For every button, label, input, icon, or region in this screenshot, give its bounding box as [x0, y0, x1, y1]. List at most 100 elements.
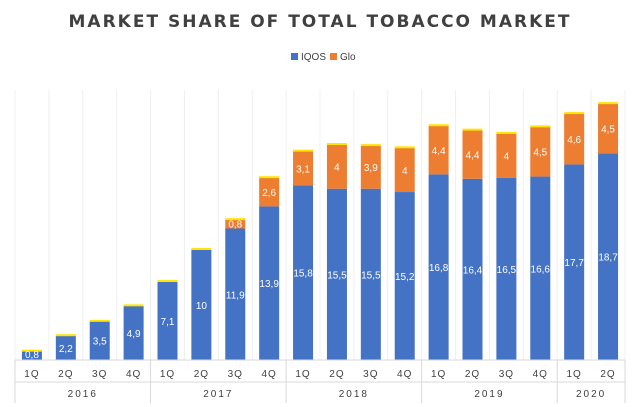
data-label-iqos: 10 [196, 301, 208, 312]
legend-label-glo: Glo [340, 52, 356, 63]
data-label-glo: 3,1 [296, 164, 310, 175]
bar-top-highlight [225, 218, 246, 221]
bar-top-highlight [157, 280, 178, 283]
x-tick-label: 2Q [465, 369, 480, 380]
bar-top-highlight [123, 304, 144, 307]
data-label-glo: 4,4 [466, 150, 480, 161]
x-tick-label: 1Q [566, 369, 581, 380]
bar-glo [496, 133, 517, 178]
bar-iqos [394, 192, 415, 360]
x-tick-label: 3Q [228, 369, 243, 380]
bar-glo [530, 126, 551, 177]
data-label-iqos: 13,9 [259, 279, 279, 290]
bar-iqos [564, 164, 585, 360]
bar-glo [259, 177, 280, 207]
data-label-glo: 3,9 [364, 163, 378, 174]
bar-top-highlight [293, 149, 314, 152]
data-label-iqos: 16,4 [463, 265, 483, 276]
x-tick-label: 1Q [24, 369, 39, 380]
x-tick-label: 2Q [600, 369, 615, 380]
bar-glo [326, 144, 347, 189]
x-year-label: 2017 [203, 389, 233, 400]
x-tick-label: 1Q [431, 369, 446, 380]
data-label-iqos: 17,7 [564, 258, 584, 269]
legend: IQOS Glo [291, 52, 356, 63]
x-tick-label: 2Q [194, 369, 209, 380]
bar-top-highlight [21, 349, 42, 352]
x-tick-label: 1Q [295, 369, 310, 380]
bar-iqos [293, 185, 314, 360]
data-label-glo: 2,6 [262, 188, 276, 199]
x-year-label: 2016 [68, 389, 98, 400]
legend-label-iqos: IQOS [301, 52, 326, 63]
bar-glo [564, 113, 585, 165]
bar-top-highlight [191, 248, 212, 250]
bar-iqos [496, 177, 517, 360]
x-tick-label: 4Q [533, 369, 548, 380]
bar-top-highlight [598, 102, 619, 105]
data-label-glo: 4 [334, 163, 340, 174]
bar-iqos [462, 178, 483, 360]
legend-swatch-iqos [291, 53, 298, 60]
x-tick-label: 2Q [58, 369, 73, 380]
bar-iqos [21, 351, 42, 360]
bar-top-highlight [55, 334, 76, 337]
bar-top-highlight [259, 176, 280, 179]
bar-top-highlight [89, 319, 110, 322]
bar-iqos [530, 176, 551, 360]
bar-iqos [360, 188, 381, 360]
bar-iqos [326, 188, 347, 360]
data-label-iqos: 15,2 [395, 272, 415, 283]
data-label-glo: 4,5 [533, 148, 547, 159]
x-tick-label: 1Q [160, 369, 175, 380]
bar-glo [293, 151, 314, 186]
data-label-iqos: 7,1 [161, 317, 175, 328]
bar-glo [394, 147, 415, 193]
bar-glo [598, 103, 619, 154]
data-label-iqos: 16,8 [429, 263, 449, 274]
data-label-iqos: 16,5 [497, 265, 517, 276]
x-tick-label: 2Q [329, 369, 344, 380]
x-tick-label: 3Q [363, 369, 378, 380]
data-label-glo: 0,8 [228, 220, 242, 231]
bar-iqos [598, 153, 619, 360]
data-label-iqos: 2,2 [59, 344, 73, 355]
x-tick-label: 4Q [261, 369, 276, 380]
bar-iqos [259, 206, 280, 360]
bar-iqos [55, 335, 76, 360]
bar-top-highlight [326, 143, 347, 146]
bar-iqos [89, 321, 110, 360]
data-label-glo: 4,4 [432, 146, 446, 157]
bar-iqos [157, 281, 178, 360]
bar-iqos [123, 305, 144, 360]
x-tick-label: 4Q [126, 369, 141, 380]
bar-iqos [428, 174, 449, 360]
data-label-iqos: 3,5 [93, 337, 107, 348]
data-label-glo: 4 [504, 152, 510, 163]
bar-glo [225, 219, 246, 229]
x-year-label: 2020 [576, 389, 606, 400]
data-label-iqos: 0,8 [25, 350, 39, 361]
x-tick-label: 4Q [397, 369, 412, 380]
bar-top-highlight [564, 112, 585, 115]
data-label-iqos: 15,8 [293, 269, 313, 280]
data-label-glo: 4,5 [601, 125, 615, 136]
bar-glo [360, 145, 381, 189]
data-label-iqos: 15,5 [327, 270, 347, 281]
x-year-label: 2018 [339, 389, 369, 400]
data-label-iqos: 18,7 [598, 253, 618, 264]
bar-top-highlight [428, 124, 449, 127]
data-label-iqos: 16,6 [531, 264, 551, 275]
bar-iqos [225, 228, 246, 360]
legend-swatch-glo [330, 53, 337, 60]
data-label-iqos: 15,5 [361, 270, 381, 281]
bar-top-highlight [496, 131, 517, 134]
bar-top-highlight [394, 146, 415, 149]
x-year-label: 2019 [474, 389, 504, 400]
chart-title: MARKET SHARE OF TOTAL TOBACCO MARKET [69, 12, 572, 32]
bar-top-highlight [462, 128, 483, 131]
data-label-glo: 4 [402, 166, 408, 177]
x-tick-label: 3Q [499, 369, 514, 380]
